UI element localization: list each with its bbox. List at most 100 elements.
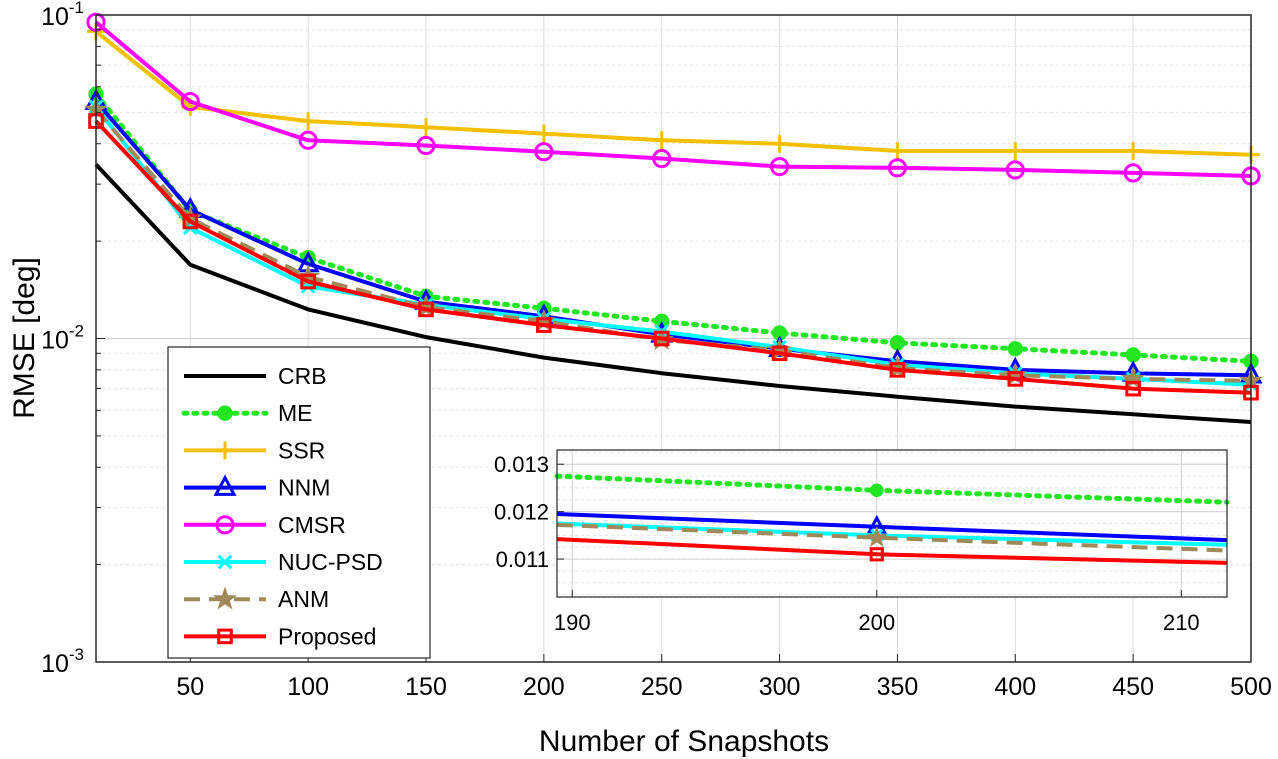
marker-proposed xyxy=(889,362,906,378)
legend-item-cmsr: CMSR xyxy=(184,512,346,538)
marker-cmsr xyxy=(887,158,908,178)
inset-y-tick-label: 0.011 xyxy=(496,547,549,572)
legend-label-me: ME xyxy=(278,400,313,426)
legend-marker-me xyxy=(217,405,233,421)
inset-background xyxy=(557,450,1227,597)
series-line-me xyxy=(93,91,1254,364)
legend-label-proposed: Proposed xyxy=(278,623,376,649)
legend-marker-cmsr xyxy=(215,515,235,535)
marker-cmsr xyxy=(534,142,554,162)
legend-label-nuc-psd: NUC-PSD xyxy=(278,549,383,575)
marker-cmsr xyxy=(298,130,318,150)
legend-item-nnm: NNM xyxy=(184,474,330,501)
marker-cmsr xyxy=(416,135,436,156)
marker-me xyxy=(771,325,788,341)
x-tick-label: 150 xyxy=(405,673,447,701)
inset-y-tick-label: 0.013 xyxy=(494,452,549,477)
marker-anm xyxy=(413,294,439,318)
legend-marker-ssr xyxy=(216,441,234,460)
marker-proposed xyxy=(1007,371,1024,387)
legend-item-crb: CRB xyxy=(184,363,327,389)
legend-item-me: ME xyxy=(181,400,313,426)
legend-label-ssr: SSR xyxy=(278,437,325,463)
legend-item-anm: ANM xyxy=(184,586,329,612)
marker-cmsr xyxy=(652,148,672,169)
x-tick-label: 300 xyxy=(759,673,801,701)
marker-cmsr xyxy=(769,156,790,177)
x-tick-label: 350 xyxy=(877,673,919,701)
marker-ssr xyxy=(417,118,435,137)
inset-marker-proposed xyxy=(869,547,884,562)
marker-anm xyxy=(885,355,910,379)
series-cmsr xyxy=(86,12,1261,186)
legend-label-anm: ANM xyxy=(278,586,329,612)
marker-me xyxy=(1007,341,1023,357)
inset-ticks: 0.011 0.012 0.013 190 200 210 xyxy=(494,452,1200,635)
legend-label-cmsr: CMSR xyxy=(278,512,346,538)
marker-cmsr xyxy=(180,91,200,112)
inset-series-proposed xyxy=(556,537,1228,565)
marker-cmsr xyxy=(1005,160,1025,180)
marker-ssr xyxy=(770,134,789,153)
inset-series-me xyxy=(554,473,1230,505)
inset-x-tick-label: 200 xyxy=(858,610,895,635)
legend-marker-nuc-psd xyxy=(217,554,233,570)
inset-frame xyxy=(556,449,1228,598)
inset-y-tick-label: 0.012 xyxy=(494,500,549,525)
inset-zoom: 0.011 0.012 0.013 190 200 210 xyxy=(494,449,1230,635)
marker-me xyxy=(1125,347,1141,363)
marker-ssr xyxy=(888,141,907,160)
main-ticks: 50 100 150 200 250 300 350 400 450 500 10-3 10-2 10-… xyxy=(41,0,1272,701)
marker-proposed xyxy=(182,213,199,230)
x-tick-label: 500 xyxy=(1230,673,1272,701)
series-line-crb xyxy=(94,163,1252,424)
inset-x-tick-label: 210 xyxy=(1163,610,1200,635)
inset-marker-me xyxy=(869,483,884,498)
x-axis-label: Number of Snapshots xyxy=(539,725,829,758)
x-tick-label: 400 xyxy=(994,673,1036,701)
inset-x-tick-label: 190 xyxy=(554,610,591,635)
inset-line-anm xyxy=(556,522,1228,553)
x-tick-label: 450 xyxy=(1112,673,1154,701)
series-line-proposed xyxy=(94,119,1252,395)
marker-proposed xyxy=(653,330,670,347)
y-tick-label: 10-1 xyxy=(41,0,84,31)
marker-ssr xyxy=(534,124,553,143)
x-tick-label: 50 xyxy=(176,673,204,701)
x-tick-label: 200 xyxy=(523,673,565,701)
legend-marker-proposed xyxy=(217,628,233,645)
legend-item-nuc-psd: NUC-PSD xyxy=(184,549,383,575)
marker-proposed xyxy=(1125,380,1141,397)
legend: CRB ME SSR NNM CMSR NUC-PSD ANM Proposed xyxy=(167,346,431,659)
series-proposed xyxy=(88,113,1259,401)
legend-marker-nnm xyxy=(213,474,237,496)
x-tick-label: 250 xyxy=(641,673,683,701)
legend-label-crb: CRB xyxy=(278,363,327,389)
series-line-ssr xyxy=(94,29,1252,157)
legend-box xyxy=(167,346,431,659)
legend-item-proposed: Proposed xyxy=(184,623,376,649)
series-line-cmsr xyxy=(94,20,1252,178)
x-tick-label: 100 xyxy=(287,673,329,701)
legend-item-ssr: SSR xyxy=(184,437,325,463)
marker-cmsr xyxy=(1123,163,1143,183)
marker-proposed xyxy=(300,273,316,290)
inset-series-anm xyxy=(556,522,1228,553)
marker-proposed xyxy=(771,345,788,362)
y-axis-label: RMSE [deg] xyxy=(8,257,41,419)
legend-label-nnm: NNM xyxy=(278,475,330,501)
marker-proposed xyxy=(536,317,552,333)
marker-me xyxy=(889,335,906,351)
marker-ssr xyxy=(652,131,671,150)
series-me xyxy=(88,86,1259,369)
inset-line-proposed xyxy=(556,537,1228,565)
legend-marker-anm xyxy=(212,586,238,610)
marker-ssr xyxy=(299,112,318,131)
marker-ssr xyxy=(1006,141,1025,160)
marker-ssr xyxy=(1124,141,1143,160)
inset-series-layer xyxy=(554,473,1230,565)
series-ssr xyxy=(87,22,1260,164)
marker-proposed xyxy=(418,301,434,318)
y-tick-label: 10-3 xyxy=(41,645,84,678)
